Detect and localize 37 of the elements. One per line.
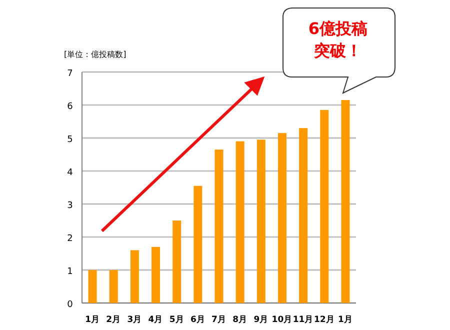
y-tick-label: 7 — [67, 69, 73, 79]
bar — [320, 110, 329, 303]
bar — [341, 100, 350, 303]
bar — [236, 141, 244, 303]
y-tick-label: 5 — [67, 135, 73, 145]
text: 6億投稿 — [308, 19, 368, 38]
y-tick-label: 0 — [67, 300, 74, 310]
x-tick-label: 6月 — [190, 314, 206, 325]
x-tick-label: 2月 — [106, 314, 122, 325]
x-tick-label: 10月 — [272, 314, 293, 325]
y-tick-label: 4 — [67, 168, 74, 178]
x-tick-label: 1月 — [338, 314, 353, 325]
bar — [172, 220, 182, 303]
x-tick-label: 11月 — [292, 314, 314, 325]
y-axis-title: [単位：億投稿数] — [64, 50, 126, 59]
bar — [278, 133, 286, 303]
bar — [214, 150, 224, 303]
bar — [88, 270, 97, 303]
bar — [194, 186, 202, 303]
y-tick-label: 1 — [67, 267, 73, 277]
x-tick-label: 3月 — [127, 314, 142, 325]
bar — [256, 140, 266, 303]
y-tick-label: 3 — [67, 201, 73, 211]
x-tick-label: 4月 — [148, 314, 164, 325]
y-tick-label: 2 — [67, 234, 73, 244]
text: 突破！ — [313, 41, 362, 60]
bar — [152, 246, 160, 303]
x-tick-label: 7月 — [212, 314, 226, 325]
x-tick-label: 5月 — [169, 314, 184, 325]
bar — [109, 270, 118, 303]
bar — [299, 128, 308, 303]
x-tick-label: 9月 — [254, 314, 269, 325]
x-tick-label: 8月 — [232, 314, 248, 325]
bar — [130, 250, 139, 303]
y-tick-label: 6 — [67, 102, 74, 112]
x-tick-label: 1月 — [85, 314, 100, 325]
x-tick-label: 12月 — [314, 314, 335, 325]
